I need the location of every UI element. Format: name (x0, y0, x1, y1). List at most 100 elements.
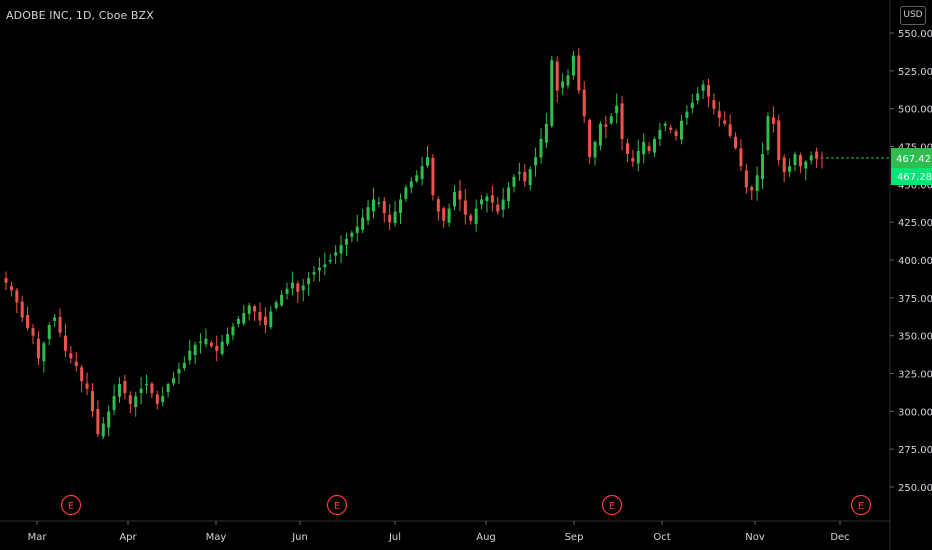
candle-body (15, 290, 19, 303)
candle-body (615, 105, 619, 114)
candle-body (744, 170, 748, 188)
candle-body (598, 123, 602, 146)
time-label-mar: Mar (28, 532, 48, 543)
candle-body (242, 312, 246, 324)
candle-body (296, 283, 300, 292)
candle-body (231, 326, 235, 336)
candle-body (36, 338, 40, 359)
time-label-oct: Oct (653, 532, 670, 543)
price-tick-label: 375.00 (898, 294, 932, 305)
candle-body (377, 202, 381, 204)
candle-body (74, 361, 78, 366)
earnings-event-label: E (609, 501, 615, 512)
candle-body (393, 211, 397, 224)
candle-body (204, 338, 208, 345)
candle-body (463, 200, 467, 215)
candle-body (512, 176, 516, 187)
candle-body (663, 123, 667, 126)
price-tick-label: 425.00 (898, 218, 932, 229)
candle-body (631, 158, 635, 162)
candle-body (701, 84, 705, 91)
candle-body (193, 344, 197, 356)
candle-body (371, 199, 375, 212)
candle-body (350, 232, 354, 237)
candle-body (47, 325, 51, 339)
candle-body (9, 286, 13, 291)
candle-body (620, 103, 624, 139)
candle-body (793, 154, 797, 165)
candle-body (334, 252, 338, 256)
candle-body (426, 157, 430, 166)
candle-body (323, 264, 327, 268)
candle-body (312, 272, 316, 275)
candle-body (53, 317, 57, 321)
candle-body (496, 204, 500, 212)
candle-body (177, 368, 181, 374)
price-tick-label: 550.00 (898, 29, 932, 40)
candle-body (85, 383, 89, 389)
candle-body (490, 195, 494, 203)
candle-body (469, 215, 473, 221)
candle-body (236, 319, 240, 324)
earnings-event-marker (326, 494, 348, 516)
candle-body (128, 395, 132, 404)
candle-body (588, 119, 592, 158)
time-label-apr: Apr (119, 532, 137, 543)
candle-body (404, 187, 408, 199)
candle-body (604, 124, 608, 127)
candle-body (507, 187, 511, 201)
time-label-jun: Jun (291, 532, 308, 543)
candle-body (344, 238, 348, 245)
candle-body (593, 141, 597, 158)
candle-body (544, 123, 548, 143)
earnings-event-marker (601, 494, 623, 516)
candle-body (436, 199, 440, 212)
candle-body (782, 157, 786, 173)
time-label-jul: Jul (388, 532, 401, 543)
candle-body (285, 288, 289, 294)
candle-body (339, 244, 343, 254)
candle-body (517, 172, 521, 174)
candle-body (215, 345, 219, 351)
candle-body (690, 102, 694, 109)
candle-body (734, 136, 738, 149)
candle-body (755, 175, 759, 192)
candle-body (361, 217, 365, 230)
candle-body (582, 89, 586, 117)
earnings-event-label: E (334, 501, 340, 512)
candle-body (31, 328, 35, 336)
candle-body (172, 378, 176, 384)
price-tick-label: 350.00 (898, 332, 932, 343)
candle-body (820, 157, 824, 159)
earnings-event-label: E (858, 501, 864, 512)
currency-button[interactable]: USD (900, 6, 926, 25)
candle-body (355, 226, 359, 234)
candle-body (80, 367, 84, 382)
candle-body (4, 278, 8, 283)
candle-body (420, 166, 424, 180)
candle-body (577, 55, 581, 91)
candle-body (209, 342, 213, 347)
time-label-dec: Dec (830, 532, 849, 543)
candle-body (528, 169, 532, 186)
candle-body (717, 111, 721, 118)
close-price-label (891, 168, 932, 185)
candle-body (750, 186, 754, 191)
candle-body (69, 353, 73, 359)
candle-body (263, 316, 267, 326)
candle-body (771, 117, 775, 124)
candle-body (798, 155, 802, 167)
candle-body (247, 305, 251, 314)
earnings-event-label: E (68, 501, 74, 512)
candle-body (107, 411, 111, 428)
candle-body (398, 199, 402, 213)
candle-body (188, 350, 192, 361)
candle-body (809, 155, 813, 161)
price-tick-label: 500.00 (898, 105, 932, 116)
candle-body (685, 111, 689, 118)
candle-body (366, 207, 370, 221)
candle-body (647, 146, 651, 152)
price-tick-label: 250.00 (898, 483, 932, 494)
